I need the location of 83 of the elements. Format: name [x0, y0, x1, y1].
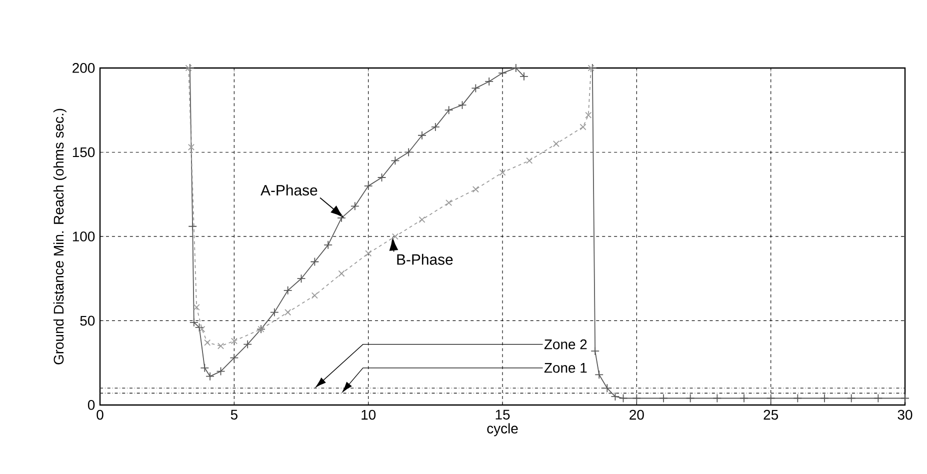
point — [874, 394, 883, 403]
point — [588, 64, 594, 72]
point — [793, 394, 802, 403]
point — [230, 353, 239, 362]
point — [446, 200, 452, 206]
point — [580, 124, 586, 130]
point — [520, 72, 528, 81]
x-tick-label: 5 — [230, 410, 238, 420]
point — [471, 84, 480, 93]
point — [338, 270, 345, 277]
point — [204, 339, 211, 346]
point — [846, 394, 856, 403]
point — [311, 292, 318, 299]
point — [418, 216, 426, 223]
point — [206, 372, 214, 381]
point — [594, 370, 604, 380]
point — [198, 326, 206, 332]
point — [472, 186, 479, 193]
point — [511, 64, 520, 72]
point — [418, 130, 426, 140]
point — [484, 77, 494, 86]
point — [188, 144, 195, 150]
point — [185, 64, 192, 72]
annotation: A-Phase — [260, 184, 318, 196]
point — [552, 140, 560, 148]
x-tick-label: 20 — [630, 410, 644, 420]
point — [310, 257, 320, 266]
point — [820, 394, 829, 403]
point — [243, 340, 252, 349]
y-tick-label: 200 — [72, 63, 95, 73]
point — [618, 394, 628, 403]
point — [430, 122, 440, 132]
point — [458, 100, 467, 110]
ref-line-label: Zone 1 — [544, 363, 587, 373]
point — [324, 240, 333, 250]
y-tick-label: 50 — [80, 316, 95, 326]
x-tick-label: 10 — [362, 410, 376, 420]
y-tick-label: 150 — [72, 147, 95, 158]
point — [230, 338, 238, 344]
point — [498, 68, 507, 78]
point — [365, 250, 372, 257]
x-tick-label: 15 — [496, 410, 510, 420]
point — [712, 394, 722, 403]
point — [526, 157, 533, 164]
point — [610, 392, 620, 401]
point — [585, 112, 592, 118]
point — [200, 363, 210, 372]
point — [283, 286, 292, 295]
point — [337, 214, 346, 222]
point — [350, 202, 360, 211]
point — [499, 169, 506, 176]
ref-line-label: Zone 2 — [544, 339, 587, 350]
y-tick-label: 0 — [88, 400, 95, 410]
point — [392, 233, 398, 240]
point — [270, 308, 279, 317]
point — [188, 222, 198, 231]
annotation: B-Phase — [397, 254, 453, 265]
point — [185, 64, 194, 72]
point — [193, 304, 200, 311]
point — [390, 156, 400, 166]
point — [740, 394, 748, 403]
point — [590, 346, 600, 356]
point — [444, 106, 454, 115]
point — [377, 173, 386, 182]
point — [686, 394, 695, 403]
x-tick-label: 30 — [898, 410, 912, 420]
point — [216, 366, 226, 376]
point — [364, 182, 373, 190]
point — [296, 274, 306, 284]
point — [659, 394, 668, 403]
point — [284, 309, 292, 316]
point — [602, 384, 612, 393]
point — [632, 394, 642, 403]
point — [404, 148, 414, 157]
point — [217, 342, 224, 350]
point — [588, 64, 597, 72]
x-tick-label: 0 — [96, 410, 104, 420]
point — [900, 394, 910, 403]
x-axis-title: cycle — [487, 423, 518, 436]
point — [766, 394, 776, 403]
y-tick-label: 100 — [72, 232, 95, 242]
x-tick-label: 25 — [764, 410, 778, 420]
y-axis-title: Ground Distance Min. Reach (ohms sec.) — [53, 108, 66, 364]
